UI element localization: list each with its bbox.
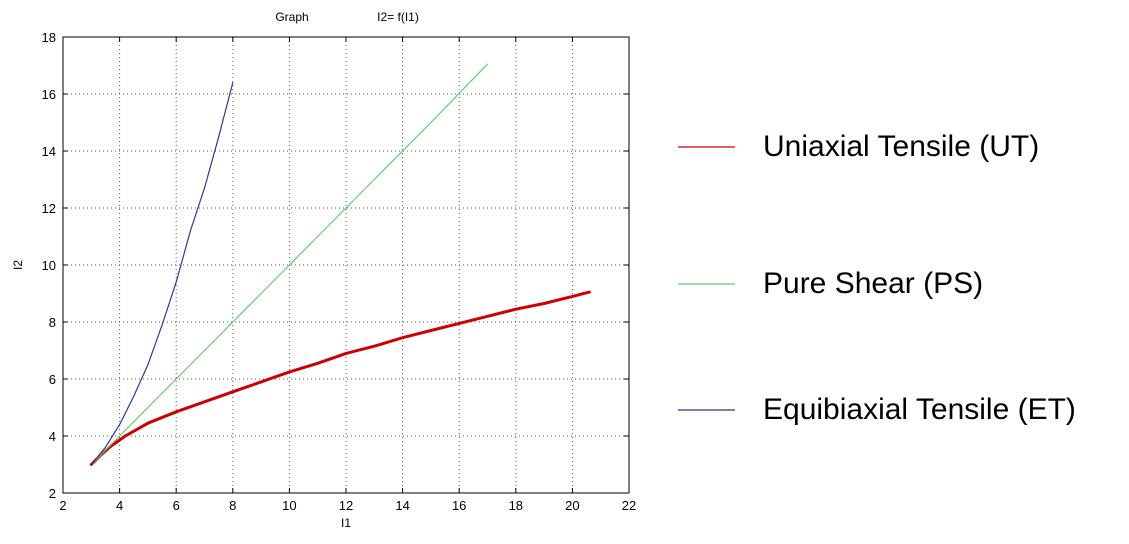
y-tick-label: 8 bbox=[49, 315, 56, 330]
x-tick-label: 4 bbox=[116, 498, 123, 513]
x-tick-label: 14 bbox=[395, 498, 409, 513]
x-tick-label: 10 bbox=[282, 498, 296, 513]
legend-label-2: Equibiaxial Tensile (ET) bbox=[763, 393, 1076, 426]
x-tick-label: 12 bbox=[339, 498, 353, 513]
y-tick-label: 6 bbox=[49, 372, 56, 387]
x-tick-label: 16 bbox=[452, 498, 466, 513]
y-axis-label: I2 bbox=[11, 260, 25, 270]
y-tick-label: 18 bbox=[42, 30, 56, 45]
series-lines bbox=[89, 63, 591, 466]
grid-lines bbox=[63, 37, 629, 493]
x-tick-label: 20 bbox=[565, 498, 579, 513]
series-line-0 bbox=[89, 290, 591, 466]
x-tick-label: 6 bbox=[173, 498, 180, 513]
x-tick-label: 2 bbox=[59, 498, 66, 513]
x-tick-label: 18 bbox=[509, 498, 523, 513]
legend-label-0: Uniaxial Tensile (UT) bbox=[763, 130, 1039, 163]
y-tick-label: 14 bbox=[42, 144, 56, 159]
y-tick-label: 4 bbox=[49, 429, 56, 444]
x-axis-label: I1 bbox=[341, 516, 351, 530]
series-line-1 bbox=[90, 63, 489, 466]
legend-label-1: Pure Shear (PS) bbox=[763, 267, 983, 300]
chart-title-right: I2= f(I1) bbox=[377, 10, 419, 24]
y-tick-label: 2 bbox=[49, 486, 56, 501]
chart-title-left: Graph bbox=[275, 10, 308, 24]
x-tick-label: 22 bbox=[622, 498, 636, 513]
legend: Uniaxial Tensile (UT) Pure Shear (PS) Equi… bbox=[678, 130, 1076, 426]
series-line-2 bbox=[90, 82, 234, 466]
y-tick-label: 16 bbox=[42, 87, 56, 102]
x-tick-label: 8 bbox=[229, 498, 236, 513]
y-tick-label: 10 bbox=[42, 258, 56, 273]
y-tick-label: 12 bbox=[42, 201, 56, 216]
